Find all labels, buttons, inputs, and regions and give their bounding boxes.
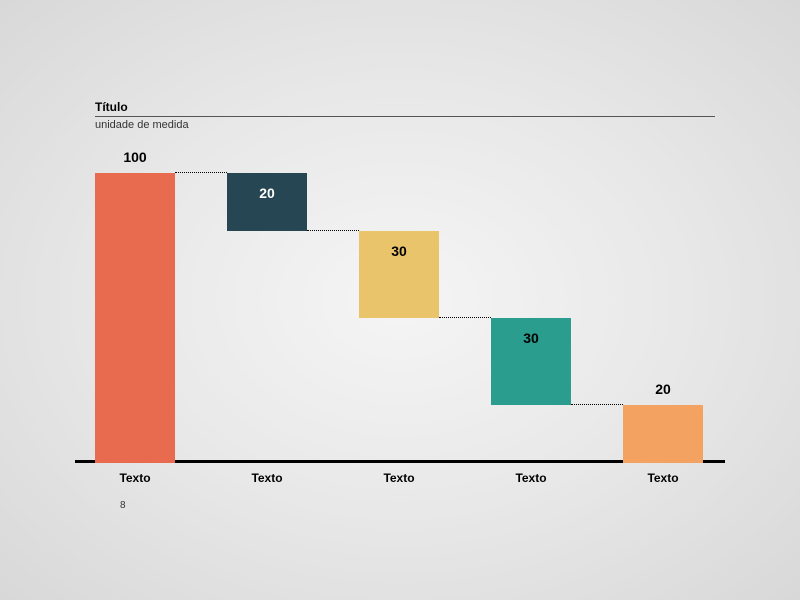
bar-value-label: 20 xyxy=(623,381,703,397)
x-axis-label: Texto xyxy=(227,471,307,485)
waterfall-chart: 100 20 30 30 20 xyxy=(95,153,715,463)
slide-content: Título unidade de medida 100 20 30 30 20 Tex… xyxy=(95,100,715,501)
waterfall-bar: 100 xyxy=(95,173,175,463)
bar-value-label: 20 xyxy=(227,185,307,201)
waterfall-bar: 30 xyxy=(491,318,571,405)
waterfall-bar: 20 xyxy=(623,405,703,463)
waterfall-bar: 20 xyxy=(227,173,307,231)
x-axis-label: Texto xyxy=(359,471,439,485)
bar-value-label: 30 xyxy=(359,243,439,259)
x-axis-label: Texto xyxy=(491,471,571,485)
x-axis-labels: Texto Texto Texto Texto Texto xyxy=(95,471,715,501)
x-axis-label: Texto xyxy=(623,471,703,485)
connector xyxy=(175,172,227,173)
connector xyxy=(571,404,623,405)
waterfall-bar: 30 xyxy=(359,231,439,318)
connector xyxy=(439,317,491,318)
connector xyxy=(307,230,359,231)
bar-value-label: 30 xyxy=(491,330,571,346)
page-number: 8 xyxy=(120,500,126,511)
bar-value-label: 100 xyxy=(95,149,175,165)
title-divider xyxy=(95,116,715,117)
chart-title: Título xyxy=(95,100,715,114)
chart-subtitle: unidade de medida xyxy=(95,119,715,131)
x-axis-label: Texto xyxy=(95,471,175,485)
